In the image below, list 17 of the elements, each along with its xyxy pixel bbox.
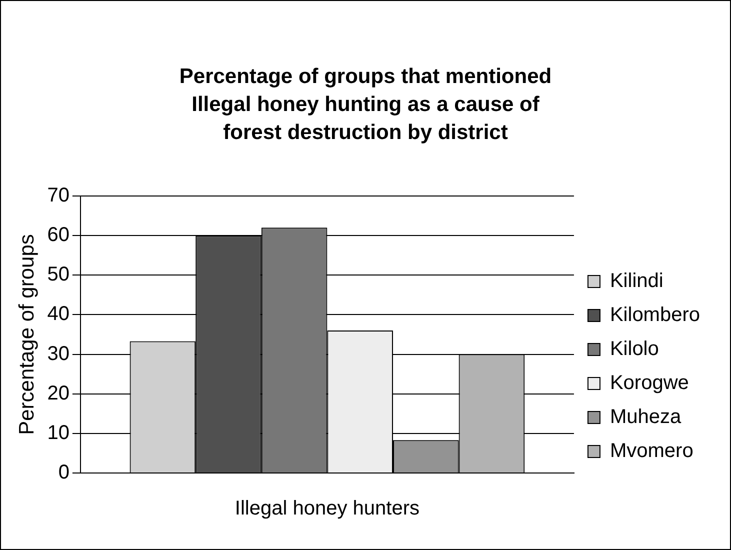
y-tick-label: 50 (47, 264, 70, 286)
legend-label: Kilombero (610, 304, 700, 326)
y-tick-label: 60 (47, 224, 70, 246)
y-tick-label: 10 (47, 422, 70, 444)
chart-title: Percentage of groups that mentioned Illegal honey hunting as a cause of forest destruction by district (178, 64, 553, 146)
y-axis-title: Percentage of groups (15, 234, 38, 435)
legend-label: Muheza (610, 406, 682, 428)
legend-label: Kilolo (610, 338, 659, 360)
x-tick-label: Illegal honey hunters (234, 498, 420, 520)
y-tick-label: 70 (47, 184, 70, 207)
legend-label: Korogwe (610, 372, 689, 394)
y-tick-label: 0 (58, 462, 70, 484)
legend-label: Mvomero (610, 440, 694, 462)
y-tick-label: 30 (47, 342, 70, 365)
y-tick-label: 40 (47, 303, 70, 326)
legend-label: Kilindi (610, 270, 664, 292)
y-tick-label: 20 (47, 382, 70, 404)
